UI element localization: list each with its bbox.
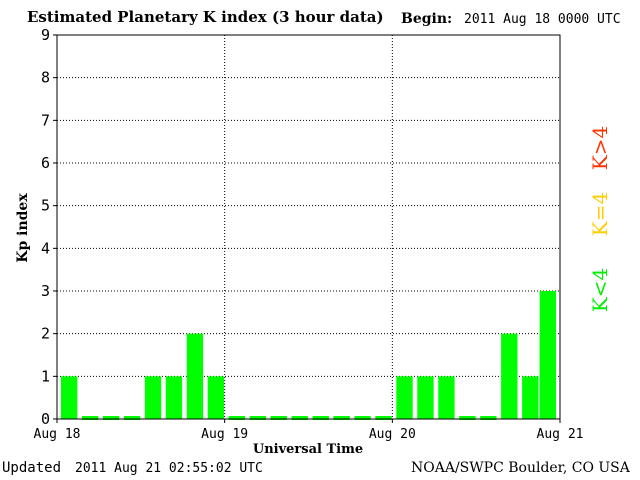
kp-bar xyxy=(81,416,99,420)
bars xyxy=(61,291,556,420)
updated-label: Updated xyxy=(2,460,62,476)
legend-k-gt-4: K>4 xyxy=(588,126,612,170)
x-tick-label: Aug 20 xyxy=(369,427,416,442)
source-credit: NOAA/SWPC Boulder, CO USA xyxy=(411,460,630,476)
kp-bar xyxy=(417,376,434,419)
x-tick-label: Aug 18 xyxy=(34,427,81,442)
plot-frame xyxy=(56,34,561,420)
kp-bar xyxy=(144,376,162,419)
kp-bar xyxy=(501,333,518,419)
begin-label: Begin: xyxy=(401,11,453,27)
kp-bar xyxy=(396,376,413,419)
x-tick-label: Aug 21 xyxy=(537,427,584,442)
kp-bar xyxy=(123,416,141,420)
y-tick-label: 1 xyxy=(41,367,50,385)
kp-bar xyxy=(375,416,392,420)
legend-k-lt-4: K<4 xyxy=(588,268,612,312)
legend: K<4 K=4 K>4 xyxy=(588,126,612,312)
kp-bar xyxy=(291,416,308,420)
y-tick-label: 5 xyxy=(41,197,50,215)
y-tick-label: 7 xyxy=(41,111,50,129)
y-axis-ticks: 0 1 2 3 4 5 6 7 8 9 xyxy=(41,26,57,428)
y-tick-label: 3 xyxy=(41,282,50,300)
y-tick-label: 4 xyxy=(41,239,50,257)
x-tick-label: Aug 19 xyxy=(201,427,248,442)
kp-bar xyxy=(539,291,556,419)
y-tick-label: 6 xyxy=(41,154,50,172)
kp-bar xyxy=(312,416,329,420)
y-tick-label: 0 xyxy=(41,410,50,428)
chart-title: Estimated Planetary K index (3 hour data… xyxy=(27,8,384,26)
kp-bar xyxy=(249,416,266,420)
kp-bar xyxy=(165,376,183,419)
kp-bar xyxy=(438,376,455,419)
kp-bar xyxy=(270,416,287,420)
begin-value: 2011 Aug 18 0000 UTC xyxy=(464,12,621,27)
kp-bar xyxy=(61,376,78,419)
x-axis-ticks: Aug 18 Aug 19 Aug 20 Aug 21 xyxy=(34,419,584,442)
kp-bar xyxy=(522,376,539,419)
legend-k-eq-4: K=4 xyxy=(588,192,612,236)
x-axis-label: Universal Time xyxy=(253,442,363,457)
kp-bar xyxy=(228,416,246,420)
y-axis-label: Kp index xyxy=(15,193,31,263)
kp-bar xyxy=(480,416,497,420)
grid-lines xyxy=(57,35,560,419)
kp-bar xyxy=(102,416,120,420)
kp-bar xyxy=(207,376,225,419)
kp-bar xyxy=(354,416,371,420)
kp-bar xyxy=(186,333,204,419)
y-tick-label: 2 xyxy=(41,325,50,343)
y-tick-label: 9 xyxy=(41,26,50,44)
updated-value: 2011 Aug 21 02:55:02 UTC xyxy=(75,461,263,476)
y-tick-label: 8 xyxy=(41,69,50,87)
kp-bar xyxy=(333,416,350,420)
kp-bar xyxy=(459,416,476,420)
